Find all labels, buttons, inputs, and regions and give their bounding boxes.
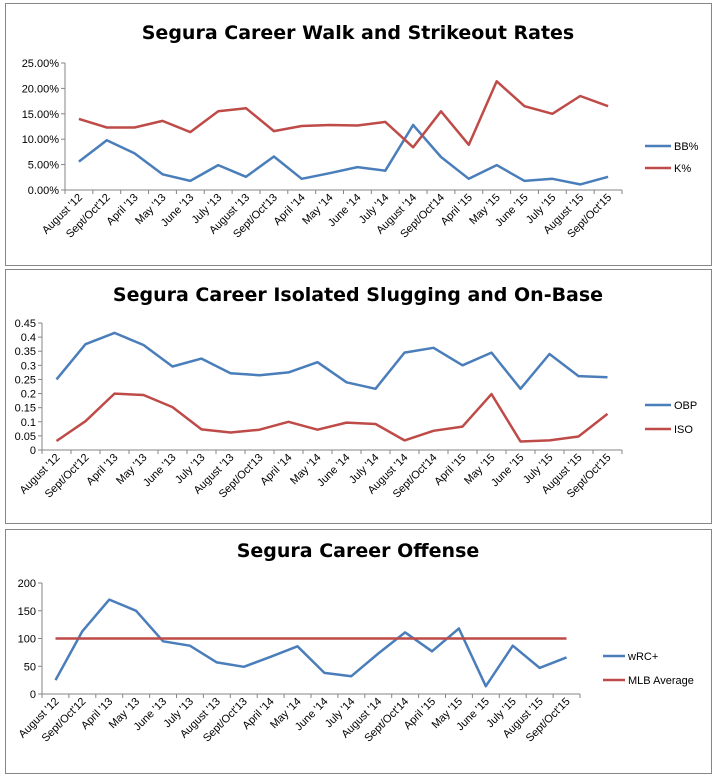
legend-label: wRC+ (627, 651, 658, 663)
legend-label: BB% (674, 141, 699, 153)
series-line-wrc- (54, 598, 567, 688)
y-tick-label: 5.00% (28, 160, 59, 172)
chart-area (5, 3, 712, 266)
chart-panel-2: Segura Career Isolated Slugging and On-B… (5, 269, 712, 524)
chart-title: Segura Career Walk and Strikeout Rates (142, 22, 575, 44)
chart-panel-1: Segura Career Walk and Strikeout Rates 0.… (5, 3, 712, 266)
y-tick-label: 0.45 (15, 318, 36, 330)
y-tick-label: 50 (24, 661, 36, 673)
y-tick-label: 0.1 (21, 417, 36, 429)
chart-panel-3: Segura Career Offense050100150200August … (5, 529, 712, 774)
y-tick-label: 0.00% (28, 185, 59, 197)
y-tick-label: 0 (30, 445, 36, 457)
y-tick-label: 100 (18, 634, 36, 646)
chart-area (5, 529, 712, 774)
y-tick-label: 20.00% (22, 83, 60, 95)
legend-label: ISO (674, 424, 693, 436)
chart-title: Segura Career Offense (237, 540, 480, 562)
legend-label: MLB Average (628, 675, 694, 687)
y-tick-label: 0.4 (21, 332, 36, 344)
y-tick-label: 0 (30, 689, 36, 701)
series-line-iso (55, 392, 609, 443)
y-tick-label: 200 (18, 578, 36, 590)
y-tick-label: 0.35 (15, 346, 36, 358)
y-tick-label: 0.3 (21, 360, 36, 372)
chart-area (5, 269, 712, 524)
series-line-obp (55, 331, 608, 391)
series-line-k- (78, 80, 609, 149)
legend-label: K% (674, 163, 691, 175)
y-tick-label: 15.00% (22, 109, 60, 121)
y-tick-label: 150 (18, 606, 36, 618)
chart-title: Segura Career Isolated Slugging and On-B… (113, 284, 603, 306)
y-tick-label: 0.2 (21, 389, 36, 401)
y-tick-label: 0.25 (15, 374, 36, 386)
legend-label: OBP (674, 400, 697, 412)
y-tick-label: 0.05 (15, 431, 36, 443)
y-tick-label: 25.00% (22, 58, 60, 70)
series-line-bb- (78, 123, 609, 186)
y-tick-label: 0.15 (15, 403, 36, 415)
y-tick-label: 10.00% (22, 134, 60, 146)
